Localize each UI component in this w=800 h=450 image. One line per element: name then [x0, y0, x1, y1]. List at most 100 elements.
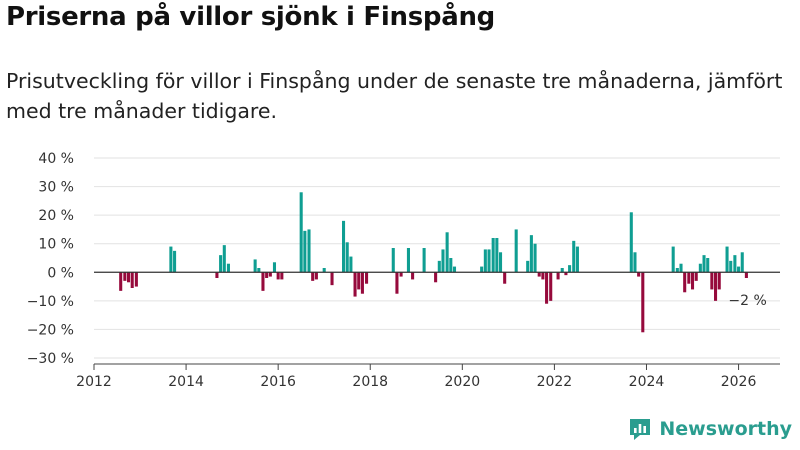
bar — [226, 263, 230, 273]
y-tick-label: 20 % — [38, 208, 74, 224]
bar — [560, 268, 564, 273]
bar — [717, 272, 721, 290]
bar — [633, 252, 637, 273]
bar — [219, 255, 223, 273]
bar — [222, 245, 226, 273]
x-tick-label: 2024 — [629, 374, 665, 390]
bar — [452, 266, 457, 273]
bar — [134, 272, 138, 287]
bar — [449, 258, 453, 273]
bar — [399, 272, 403, 277]
bar — [733, 255, 737, 273]
bar — [499, 252, 503, 273]
bar — [549, 272, 553, 301]
bar — [272, 262, 277, 273]
y-tick-label: −30 % — [27, 351, 74, 367]
bar — [541, 272, 545, 280]
bar — [568, 265, 572, 273]
bar — [303, 230, 307, 273]
bar — [483, 249, 487, 273]
bar — [169, 246, 173, 273]
y-tick-label: −20 % — [27, 322, 74, 338]
bar — [257, 268, 261, 273]
bar — [537, 272, 541, 277]
bar — [575, 246, 579, 273]
bar — [265, 272, 269, 278]
bar — [253, 259, 257, 273]
bar — [357, 272, 361, 290]
bar — [445, 232, 449, 273]
bar — [123, 272, 127, 281]
bar — [671, 246, 675, 273]
bar — [345, 242, 349, 273]
bar — [353, 272, 357, 297]
bar — [744, 272, 748, 278]
bar — [437, 260, 441, 273]
bar — [365, 272, 369, 284]
bar — [434, 272, 438, 283]
bar — [261, 272, 265, 291]
bar — [545, 272, 549, 304]
last-value-label: −2 % — [728, 293, 766, 309]
bar — [526, 260, 530, 273]
bar — [679, 263, 683, 273]
bar — [314, 272, 318, 280]
bar — [330, 272, 334, 286]
bar — [342, 220, 346, 273]
bar — [307, 229, 311, 273]
bar — [299, 192, 303, 273]
y-tick-label: 10 % — [38, 237, 74, 253]
bar — [675, 268, 679, 273]
bar — [215, 272, 219, 278]
bar — [126, 272, 131, 283]
y-tick-label: 30 % — [38, 180, 74, 196]
x-tick-label: 2016 — [260, 374, 296, 390]
brand-name: Newsworthy — [659, 418, 792, 440]
bar — [480, 266, 484, 273]
bar — [714, 272, 718, 301]
x-tick-label: 2022 — [537, 374, 573, 390]
bar-chart-logo-icon — [630, 419, 651, 440]
x-tick-label: 2020 — [445, 374, 481, 390]
bar — [702, 255, 706, 273]
chart-subtitle: Prisutveckling för villor i Finspång und… — [6, 69, 783, 123]
bar — [737, 266, 741, 273]
bar — [514, 229, 518, 273]
bar — [487, 249, 491, 273]
bar — [391, 248, 395, 273]
chart-title: Priserna på villor sjönk i Finspång — [6, 2, 495, 32]
bar — [572, 240, 576, 273]
bar — [276, 272, 280, 280]
bar — [710, 272, 714, 290]
y-tick-label: 40 % — [38, 151, 74, 167]
bar — [119, 272, 123, 291]
bar — [503, 272, 507, 284]
bar — [406, 248, 410, 273]
bar — [740, 252, 744, 273]
bar — [173, 250, 177, 273]
bar — [422, 248, 426, 273]
bar — [360, 272, 364, 294]
bar — [495, 238, 499, 273]
bar — [698, 263, 702, 273]
y-tick-label: 0 % — [47, 265, 74, 281]
bar — [411, 272, 415, 280]
x-tick-label: 2018 — [352, 374, 388, 390]
bar — [629, 212, 633, 273]
bar — [311, 272, 315, 281]
bar — [322, 268, 326, 273]
y-tick-label: −10 % — [27, 294, 74, 310]
x-tick-label: 2012 — [76, 374, 112, 390]
brand-logo[interactable]: Newsworthy — [627, 416, 792, 442]
bar — [687, 272, 691, 284]
bar — [556, 272, 560, 280]
bar — [395, 272, 399, 294]
bar — [690, 272, 695, 290]
bar — [694, 272, 698, 281]
bar — [683, 272, 687, 293]
bar — [564, 272, 568, 276]
bar — [641, 272, 645, 333]
bar — [441, 249, 445, 273]
bar — [533, 243, 537, 273]
